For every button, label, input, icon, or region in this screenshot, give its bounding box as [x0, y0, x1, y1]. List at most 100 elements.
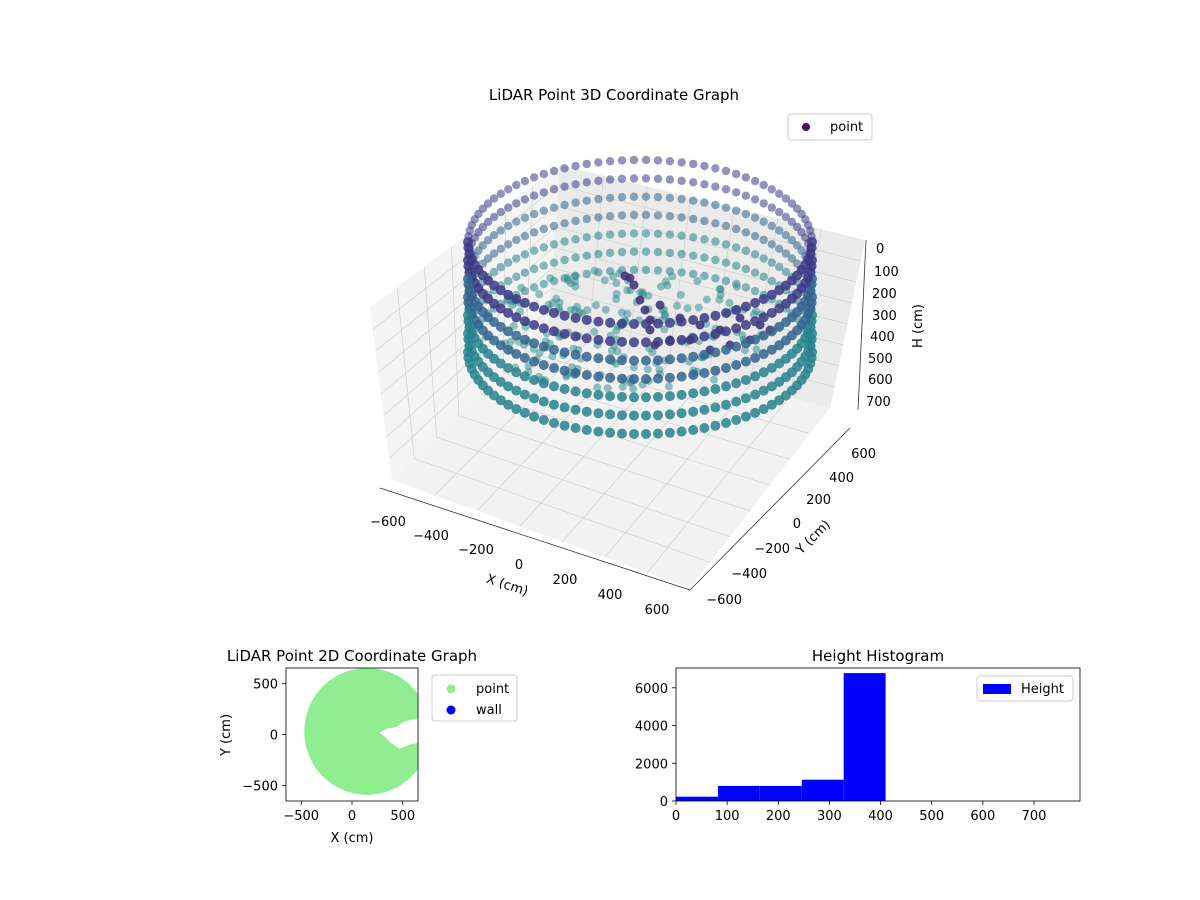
point-3d — [677, 353, 687, 363]
point-3d — [653, 319, 663, 329]
x2d-tick-label: 500 — [390, 809, 415, 824]
plot3d-title: LiDAR Point 3D Coordinate Graph — [489, 86, 739, 104]
z3d-tick: 400 — [870, 330, 895, 345]
point-3d — [710, 376, 718, 384]
point-3d — [463, 237, 473, 247]
point-3d — [768, 203, 776, 211]
legend-hist: Height — [977, 676, 1073, 701]
point-3d — [710, 329, 720, 339]
point-3d — [571, 423, 581, 433]
point-3d — [549, 381, 559, 391]
x3d-tick: −400 — [413, 529, 449, 544]
point-3d — [711, 219, 719, 227]
point-3d — [677, 390, 687, 400]
legend-3d-marker — [802, 123, 810, 131]
point-3d — [689, 197, 697, 205]
point-3d-object — [626, 274, 635, 283]
point-3d — [732, 262, 740, 270]
point-3d — [606, 157, 614, 165]
point-3d — [530, 283, 538, 291]
point-3d — [668, 272, 676, 280]
point-3d — [731, 342, 741, 352]
point-3d — [602, 306, 610, 314]
point-3d — [504, 222, 512, 230]
hist-x-tick-label: 600 — [970, 809, 995, 824]
point-3d — [715, 296, 723, 304]
point-3d — [665, 391, 675, 401]
hist-x-tick-label: 500 — [919, 809, 944, 824]
x3d-tick: 200 — [553, 573, 578, 588]
point-3d — [629, 374, 639, 384]
point-3d — [653, 410, 663, 420]
point-3d-object — [656, 301, 665, 310]
point-3d — [742, 228, 750, 236]
point-3d — [618, 230, 626, 238]
point-3d — [540, 280, 548, 288]
point-3d — [550, 185, 558, 193]
point-3d — [760, 236, 768, 244]
point-3d — [768, 185, 776, 193]
point-3d — [618, 248, 626, 256]
x3d-tick: −200 — [458, 543, 494, 558]
point-3d — [699, 423, 709, 433]
z3d-label: H (cm) — [911, 304, 926, 348]
point-3d — [699, 313, 709, 323]
point-3d — [540, 188, 548, 196]
point-3d — [605, 336, 615, 346]
point-3d — [688, 388, 698, 398]
point-3d — [666, 175, 674, 183]
point-3d — [606, 175, 614, 183]
point-3d — [673, 302, 681, 310]
point-3d — [642, 193, 650, 201]
point-3d — [463, 255, 473, 265]
point-3d — [666, 230, 674, 238]
point-3d — [560, 201, 568, 209]
point-3d — [768, 258, 776, 266]
point-3d — [710, 421, 720, 431]
point-3d — [653, 429, 663, 439]
point-3d — [695, 304, 703, 312]
point-3d — [750, 371, 760, 381]
point-3d — [721, 326, 731, 336]
x3d-tick: 600 — [645, 603, 670, 618]
x3d-tick: 0 — [515, 558, 523, 573]
point-3d — [642, 266, 650, 274]
hist-bar — [718, 786, 760, 801]
point-3d — [560, 402, 570, 412]
point-3d — [619, 383, 627, 391]
point-3d — [618, 156, 626, 164]
point-3d — [606, 249, 614, 257]
y3d-tick: 400 — [829, 471, 854, 486]
point-3d — [517, 284, 525, 292]
point-3d — [560, 237, 568, 245]
z3d-tick: 300 — [872, 309, 897, 324]
point-3d — [711, 237, 719, 245]
point-3d — [677, 177, 685, 185]
point-3d — [497, 226, 505, 234]
point-3d — [560, 329, 570, 339]
point-3d — [512, 236, 520, 244]
point-3d — [629, 356, 639, 366]
y2d-tick-label: −500 — [242, 780, 278, 795]
point-3d — [594, 250, 602, 258]
point-3d — [593, 408, 603, 418]
point-3d — [688, 425, 698, 435]
point-3d — [571, 217, 579, 225]
point-3d — [700, 272, 708, 280]
hist-bar — [760, 786, 802, 801]
point-3d — [759, 386, 769, 396]
point-3d — [732, 170, 740, 178]
point-3d — [582, 352, 592, 362]
point-3d — [549, 345, 559, 355]
point-3d — [759, 404, 769, 414]
hist-x-tick-label: 300 — [817, 809, 842, 824]
point-3d — [612, 295, 620, 303]
point-3d — [666, 249, 674, 257]
point-3d — [583, 270, 591, 278]
point-3d — [653, 392, 663, 402]
point-3d — [689, 178, 697, 186]
point-3d — [571, 368, 581, 378]
hist-ticks: 0 100 200 300 400 500 600 7000200040006000 — [635, 682, 1046, 824]
point-3d — [654, 175, 662, 183]
point-3d — [716, 285, 724, 293]
